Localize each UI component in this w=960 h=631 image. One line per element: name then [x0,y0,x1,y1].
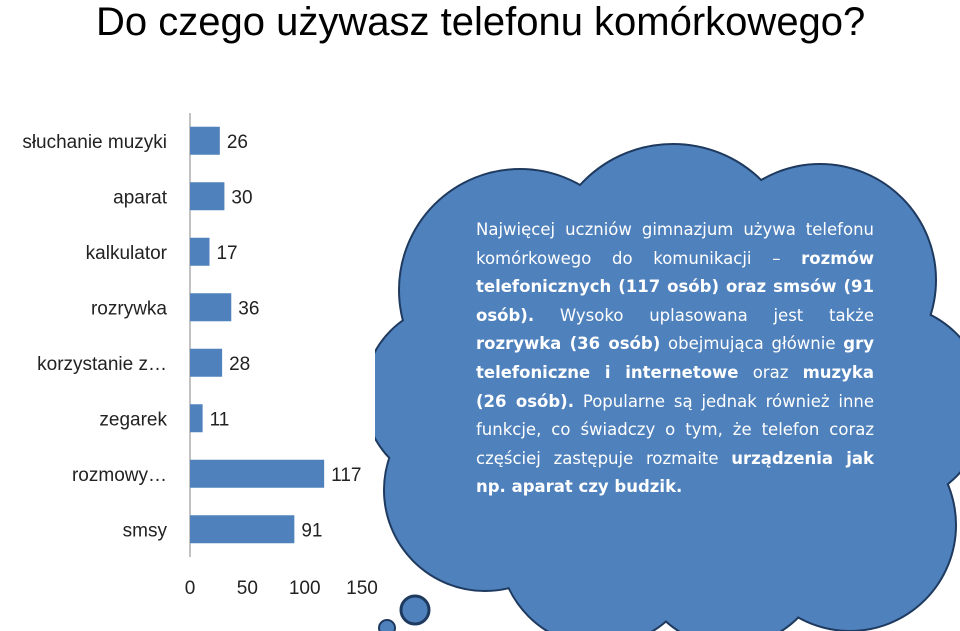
category-label: rozrywka [91,298,167,319]
bar [190,126,220,155]
value-label: 11 [210,409,230,430]
x-tick-labels: 0 50 100 150 [185,578,378,599]
value-label: 28 [229,354,250,375]
value-label: 30 [231,187,252,208]
bar [190,459,325,488]
category-label: korzystanie z… [37,354,167,375]
value-label: 17 [216,243,237,264]
x-tick-label: 50 [237,578,258,599]
category-label: słuchanie muzyki [22,132,167,153]
bar [190,515,295,544]
cloud-text-bold: rozrywka (36 osób) [476,334,661,354]
cloud-text-bold: rozmów telefonicznych (117 osób) oraz sm… [476,248,874,325]
cloud-text-segment: Wysoko uplasowana jest także [534,305,874,325]
callout-cloud: Najwięcej uczniów gimnazjum używa telefo… [375,140,960,631]
bar-chart: słuchanie muzyki aparat kalkulator rozrywka… [22,113,378,599]
x-tick-label: 150 [346,578,378,599]
bars-group [189,113,325,557]
cloud-text-bold: muzyka (26 osób). [476,362,874,411]
cloud-text-bold: urządzenia jak np. aparat czy budzik. [476,448,874,497]
value-label: 91 [301,520,322,541]
value-label: 36 [238,298,259,319]
cloud-shape [375,143,960,631]
value-label: 117 [331,465,361,486]
bar [190,293,232,322]
cloud-text-bold: gry telefoniczne i internetowe [476,334,874,382]
category-label: aparat [113,187,168,208]
cloud-text-segment: Najwięcej uczniów gimnazjum używa telefo… [476,220,874,268]
x-tick-label: 0 [185,578,196,599]
x-tick-label: 100 [289,578,321,599]
value-label: 26 [227,132,248,153]
category-label: zegarek [99,409,167,430]
cloud-text-segment: obejmująca głównie [660,334,844,354]
category-labels: słuchanie muzyki aparat kalkulator rozrywka… [22,132,167,542]
cloud-description: Najwięcej uczniów gimnazjum używa telefo… [476,216,874,502]
category-label: smsy [123,520,168,541]
category-label: kalkulator [86,243,168,264]
value-labels: 26 30 17 36 28 11 117 91 [210,132,362,542]
category-label: rozmowy… [72,465,167,486]
cloud-text-segment: Popularne są jednak również inne funkcje… [476,391,875,468]
bar [190,182,225,211]
bar [190,348,223,377]
cloud-text-segment: oraz [738,362,803,382]
page-title: Do czego używasz telefonu komórkowego? [96,0,866,44]
bar [190,237,210,266]
bar [190,404,203,433]
